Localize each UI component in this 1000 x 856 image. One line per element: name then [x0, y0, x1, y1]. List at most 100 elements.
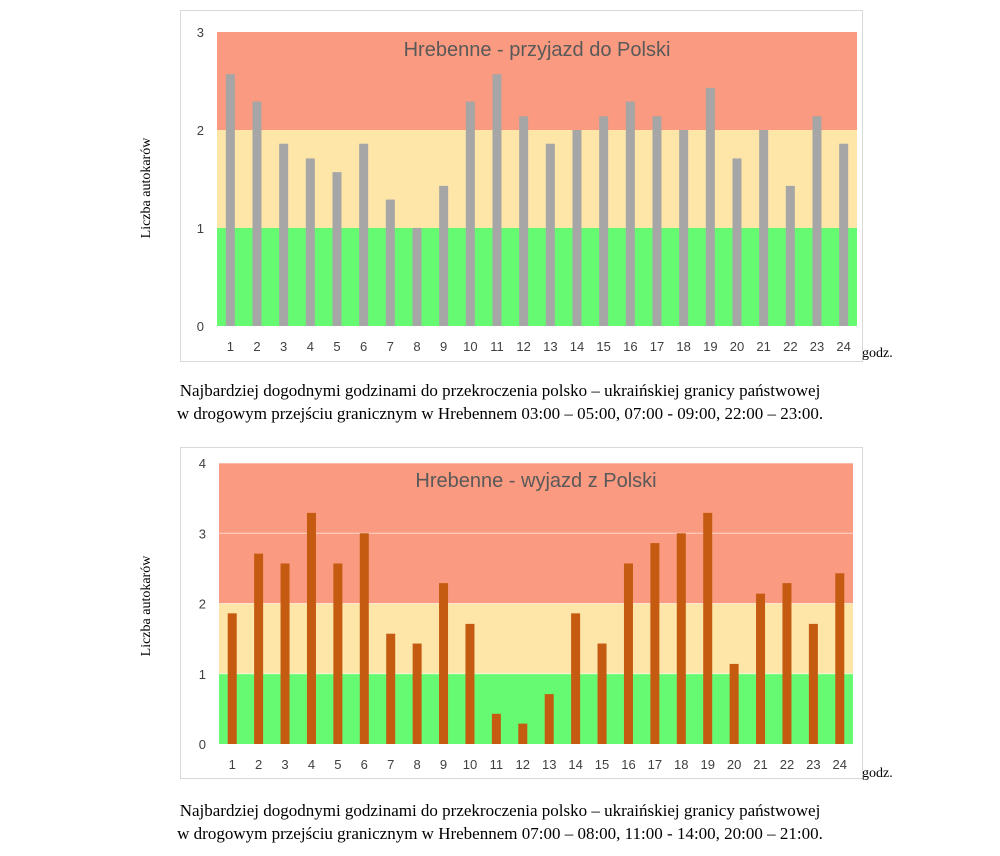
chart-arrival-bar-18: [679, 130, 689, 326]
chart-arrival-bar-13: [545, 143, 555, 326]
chart-departure-bar-10: [465, 623, 475, 744]
chart-arrival-band-0: [217, 228, 857, 326]
chart-arrival-x-tick-label-24: 24: [836, 339, 850, 354]
chart-departure-bar-18: [676, 533, 686, 744]
chart-arrival-bar-8: [412, 228, 422, 326]
chart-departure-y-tick-label-4: 4: [199, 456, 206, 471]
chart-arrival-x-tick-label-4: 4: [307, 339, 314, 354]
chart-departure-x-tick-label-18: 18: [674, 757, 688, 772]
chart-arrival-bar-19: [705, 87, 715, 326]
chart-departure-x-tick-label-8: 8: [414, 757, 421, 772]
chart-departure-x-tick-label-15: 15: [595, 757, 609, 772]
chart-arrival-bar-6: [359, 143, 369, 326]
chart-arrival-bar-24: [839, 143, 849, 326]
chart-departure-bar-9: [439, 583, 449, 744]
chart-arrival-x-tick-label-16: 16: [623, 339, 637, 354]
chart-departure-bar-11: [491, 713, 501, 744]
chart-arrival-band-1: [217, 130, 857, 228]
chart-departure-caption: Najbardziej dogodnymi godzinami do przek…: [0, 799, 1000, 845]
chart-departure-x-axis-unit: godz.: [862, 766, 893, 781]
chart-arrival-bar-21: [759, 130, 769, 326]
chart-arrival-bar-10: [465, 101, 475, 326]
chart-departure-x-tick-label-16: 16: [621, 757, 635, 772]
chart-departure-bar-17: [650, 543, 660, 744]
chart-arrival-x-tick-label-2: 2: [253, 339, 260, 354]
chart-departure-bar-8: [412, 643, 422, 744]
chart-departure-caption-line1: Najbardziej dogodnymi godzinami do przek…: [179, 801, 821, 820]
chart-departure-title: Hrebenne - wyjazd z Polski: [415, 470, 656, 492]
chart-arrival-x-tick-label-23: 23: [810, 339, 824, 354]
chart-arrival-caption-line1: Najbardziej dogodnymi godzinami do przek…: [179, 381, 821, 400]
chart-arrival-bar-11: [492, 74, 502, 326]
chart-departure-x-tick-label-3: 3: [281, 757, 288, 772]
chart-arrival-x-tick-label-12: 12: [516, 339, 530, 354]
chart-departure-y-tick-label-3: 3: [199, 526, 206, 541]
chart-departure-bar-13: [544, 694, 554, 744]
chart-departure-x-tick-label-9: 9: [440, 757, 447, 772]
chart-arrival-x-tick-label-17: 17: [650, 339, 664, 354]
chart-departure-bar-20: [729, 663, 739, 744]
chart-departure-bar-15: [597, 643, 607, 744]
chart-departure-band-0: [219, 673, 853, 744]
chart-departure-bar-12: [518, 723, 528, 744]
chart-departure-band-1: [219, 603, 853, 674]
chart-arrival-x-tick-label-10: 10: [463, 339, 477, 354]
chart-arrival-caption: Najbardziej dogodnymi godzinami do przek…: [0, 379, 1000, 425]
chart-arrival-x-tick-label-14: 14: [570, 339, 584, 354]
chart-departure-bar-5: [333, 563, 343, 744]
chart-arrival-x-tick-label-13: 13: [543, 339, 557, 354]
chart-arrival-caption-line2: w drogowym przejściu granicznym w Hreben…: [176, 404, 824, 423]
chart-arrival-bar-20: [732, 158, 742, 326]
chart-arrival-x-tick-label-9: 9: [440, 339, 447, 354]
chart-departure-bar-21: [756, 593, 766, 744]
chart-departure-x-tick-label-23: 23: [806, 757, 820, 772]
chart-departure-bar-14: [571, 613, 581, 744]
chart-departure-bar-24: [835, 573, 845, 744]
chart-arrival-bar-12: [519, 116, 529, 326]
chart-arrival-bar-4: [305, 158, 315, 326]
chart-departure-x-tick-label-14: 14: [568, 757, 582, 772]
chart-arrival-x-tick-label-1: 1: [227, 339, 234, 354]
chart-arrival-bar-5: [332, 172, 342, 326]
chart-arrival-x-tick-label-18: 18: [676, 339, 690, 354]
chart-departure-y-axis-label: Liczba autokarów: [139, 555, 154, 657]
chart-arrival-title: Hrebenne - przyjazd do Polski: [404, 39, 671, 61]
chart-arrival-x-tick-label-3: 3: [280, 339, 287, 354]
chart-departure-bar-6: [359, 533, 369, 744]
chart-departure-x-tick-label-20: 20: [727, 757, 741, 772]
chart-departure-x-tick-label-12: 12: [516, 757, 530, 772]
chart-departure-x-tick-label-11: 11: [490, 757, 504, 772]
chart-arrival-x-tick-label-11: 11: [490, 339, 504, 354]
chart-departure-bar-22: [782, 583, 792, 744]
chart-departure-x-tick-label-24: 24: [833, 757, 847, 772]
chart-arrival-bar-22: [785, 185, 795, 326]
chart-arrival-bar-7: [385, 199, 395, 326]
chart-departure-x-tick-label-21: 21: [753, 757, 767, 772]
chart-arrival-x-tick-label-7: 7: [387, 339, 394, 354]
chart-departure-bar-3: [280, 563, 290, 744]
chart-departure-bar-7: [386, 633, 396, 744]
chart-departure-x-tick-label-22: 22: [780, 757, 794, 772]
chart-departure-bar-19: [703, 512, 713, 744]
chart-departure-x-tick-label-2: 2: [255, 757, 262, 772]
chart-departure-x-tick-label-7: 7: [387, 757, 394, 772]
chart-arrival-x-tick-label-5: 5: [333, 339, 340, 354]
chart-arrival-band-2: [217, 32, 857, 130]
chart-departure-y-tick-label-0: 0: [199, 737, 206, 752]
chart-arrival-x-tick-label-19: 19: [703, 339, 717, 354]
chart-arrival-x-axis-unit: godz.: [862, 346, 893, 361]
chart-arrival-bar-3: [279, 143, 289, 326]
chart-arrival-y-tick-label-3: 3: [197, 25, 204, 40]
chart-arrival-x-tick-label-15: 15: [596, 339, 610, 354]
chart-arrival-x-tick-label-6: 6: [360, 339, 367, 354]
chart-departure-bar-23: [808, 623, 818, 744]
chart-arrival-bar-17: [652, 116, 662, 326]
chart-arrival-y-tick-label-2: 2: [197, 123, 204, 138]
chart-departure-x-tick-label-17: 17: [648, 757, 662, 772]
chart-departure-x-tick-label-5: 5: [334, 757, 341, 772]
chart-departure-bar-16: [623, 563, 633, 744]
chart-arrival-bar-14: [572, 130, 582, 326]
chart-arrival-x-tick-label-22: 22: [783, 339, 797, 354]
